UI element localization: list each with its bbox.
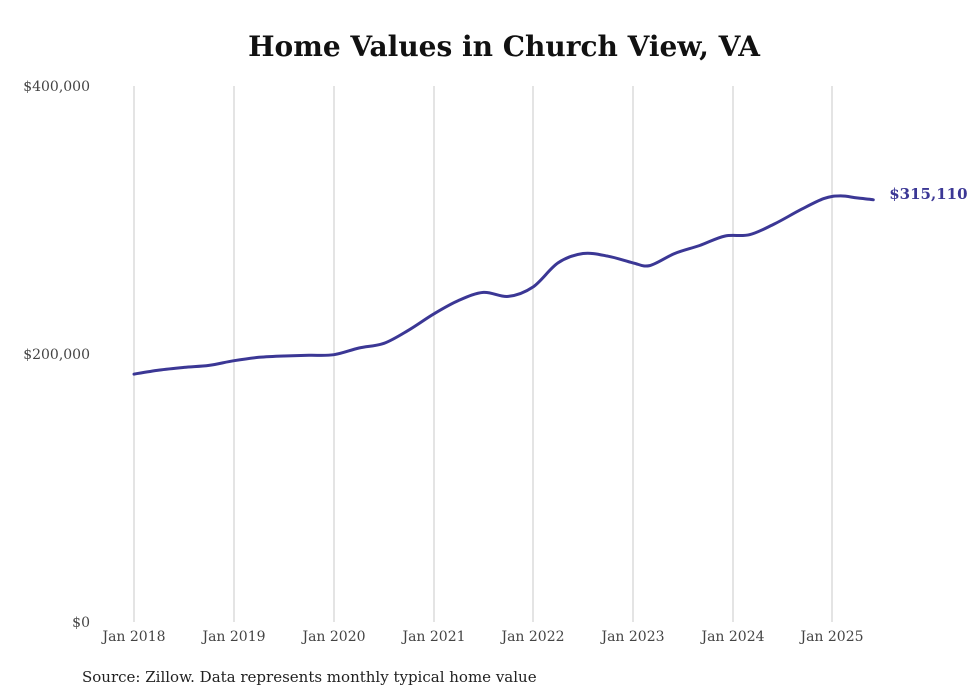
x-tick-label: Jan 2023 [599,629,664,645]
x-tick-label: Jan 2021 [400,629,465,645]
x-tick-label: Jan 2019 [200,629,265,645]
x-tick-label: Jan 2025 [798,629,863,645]
gridlines [133,86,833,622]
y-tick-label: $0 [72,615,90,631]
source-note: Source: Zillow. Data represents monthly … [82,668,537,686]
chart-title: Home Values in Church View, VA [248,30,760,63]
x-tick-label: Jan 2020 [300,629,365,645]
x-axis-ticks: Jan 2018 Jan 2019 Jan 2020 Jan 2021 Jan 2022… [100,629,863,645]
y-axis-ticks: $0 $200,000 $400,000 [23,79,90,631]
x-tick-label: Jan 2024 [699,629,764,645]
series-layer [132,194,875,376]
y-tick-label: $200,000 [23,347,90,363]
end-value-label: $315,110 [889,185,967,203]
x-tick-label: Jan 2018 [100,629,165,645]
data-label-layer: $315,110 [889,185,967,203]
x-tick-label: Jan 2022 [499,629,564,645]
y-tick-label: $400,000 [23,79,90,95]
series-line [132,194,875,376]
